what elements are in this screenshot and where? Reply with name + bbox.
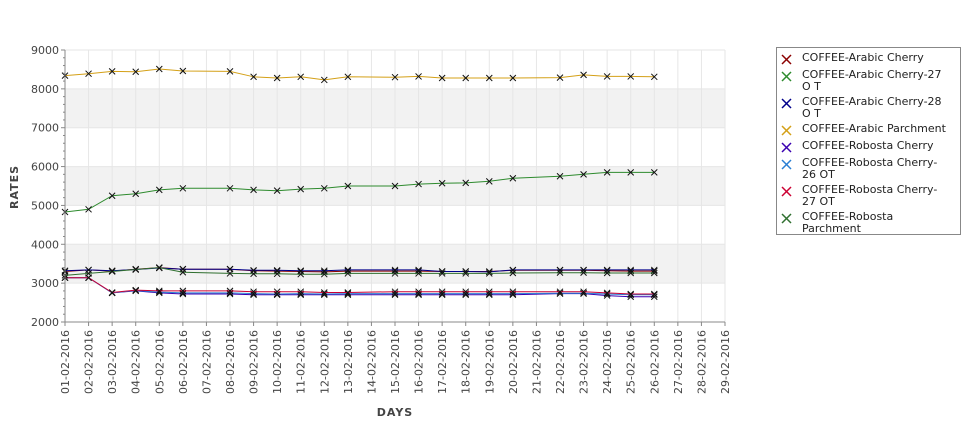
legend-item: COFFEE-Arabic Cherry-28 O T <box>780 96 960 120</box>
legend-item: COFFEE-Robosta Cherry <box>780 140 960 154</box>
x-tick-label: 12-02-2016 <box>318 330 331 394</box>
y-axis-title: RATES <box>8 165 21 209</box>
x-tick-labels: 01-02-2016 02-02-2016 03-02-2016 04-02-2016… <box>59 330 732 394</box>
x-tick-label: 25-02-2016 <box>625 330 638 394</box>
x-tick-label: 07-02-2016 <box>200 330 213 394</box>
y-tick-label: 7000 <box>31 122 59 135</box>
x-axis-title: DAYS <box>377 406 413 419</box>
y-tick-label: 4000 <box>31 238 59 251</box>
legend-marker-icon <box>780 53 793 66</box>
legend-label: COFFEE-Arabic Cherry-27 O T <box>802 69 947 93</box>
legend-label: COFFEE-Robosta Cherry <box>802 140 947 152</box>
legend-label: COFFEE-Robosta Cherry-26 OT <box>802 157 947 181</box>
x-tick-label: 08-02-2016 <box>224 330 237 394</box>
x-tick-label: 26-02-2016 <box>648 330 661 394</box>
legend-label: COFFEE-Arabic Parchment <box>802 123 947 135</box>
x-tick-label: 16-02-2016 <box>413 330 426 394</box>
y-tick-label: 2000 <box>31 316 59 329</box>
x-tick-label: 05-02-2016 <box>153 330 166 394</box>
x-tick-label: 23-02-2016 <box>578 330 591 394</box>
legend-marker-icon <box>780 158 793 171</box>
x-tick-label: 15-02-2016 <box>389 330 402 394</box>
legend-item: COFFEE-Arabic Cherry-27 O T <box>780 69 960 93</box>
legend-marker-icon <box>780 70 793 83</box>
legend-marker-icon <box>780 124 793 137</box>
legend-label: COFFEE-Robosta Parchment <box>802 211 947 235</box>
x-tick-label: 01-02-2016 <box>59 330 72 394</box>
x-tick-label: 17-02-2016 <box>436 330 449 394</box>
y-tick-label: 8000 <box>31 83 59 96</box>
legend-label: COFFEE-Arabic Cherry <box>802 52 947 64</box>
x-tick-label: 03-02-2016 <box>106 330 119 394</box>
x-tick-label: 19-02-2016 <box>483 330 496 394</box>
y-tick-label: 6000 <box>31 161 59 174</box>
x-tick-label: 06-02-2016 <box>177 330 190 394</box>
x-tick-label: 21-02-2016 <box>530 330 543 394</box>
x-tick-label: 10-02-2016 <box>271 330 284 394</box>
x-tick-label: 14-02-2016 <box>365 330 378 394</box>
legend-label: COFFEE-Arabic Cherry-28 O T <box>802 96 947 120</box>
x-tick-label: 29-02-2016 <box>719 330 732 394</box>
legend-marker-icon <box>780 97 793 110</box>
legend: COFFEE-Arabic Cherry COFFEE-Arabic Cherry… <box>776 47 961 235</box>
x-tick-label: 24-02-2016 <box>601 330 614 394</box>
y-tick-label: 3000 <box>31 277 59 290</box>
legend-marker-icon <box>780 212 793 225</box>
legend-item: COFFEE-Robosta Parchment <box>780 211 960 235</box>
x-tick-label: 18-02-2016 <box>460 330 473 394</box>
legend-item: COFFEE-Robosta Cherry-26 OT <box>780 157 960 181</box>
legend-marker-icon <box>780 141 793 154</box>
x-tick-label: 02-02-2016 <box>83 330 96 394</box>
x-tick-label: 04-02-2016 <box>130 330 143 394</box>
x-tick-label: 09-02-2016 <box>248 330 261 394</box>
x-tick-label: 22-02-2016 <box>554 330 567 394</box>
x-tick-label: 28-02-2016 <box>695 330 708 394</box>
x-tick-label: 11-02-2016 <box>295 330 308 394</box>
x-tick-label: 27-02-2016 <box>672 330 685 394</box>
y-tick-labels: 2000 3000 4000 5000 6000 7000 8000 9000 <box>31 44 59 329</box>
legend-item: COFFEE-Arabic Parchment <box>780 123 960 137</box>
x-tick-label: 13-02-2016 <box>342 330 355 394</box>
legend-item: COFFEE-Arabic Cherry <box>780 52 960 66</box>
y-tick-label: 5000 <box>31 199 59 212</box>
y-tick-label: 9000 <box>31 44 59 57</box>
x-tick-label: 20-02-2016 <box>507 330 520 394</box>
legend-label: COFFEE-Robosta Cherry-27 OT <box>802 184 947 208</box>
legend-item: COFFEE-Robosta Cherry-27 OT <box>780 184 960 208</box>
legend-marker-icon <box>780 185 793 198</box>
